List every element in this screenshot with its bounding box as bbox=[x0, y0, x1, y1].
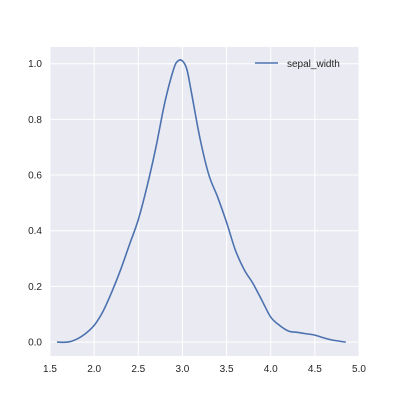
series-line-sepal-width bbox=[57, 59, 346, 344]
series-lines bbox=[57, 59, 346, 344]
tick-labels: 1.5 2.0 2.5 3.0 3.5 4.0 4.5 5.0 0.0 0.2 0.4 0.6 0.8 1… bbox=[28, 59, 366, 375]
x-tick-label: 2.5 bbox=[131, 364, 145, 375]
y-tick-label: 0.0 bbox=[28, 338, 42, 349]
y-tick-label: 0.4 bbox=[28, 226, 42, 237]
legend: sepal_width bbox=[255, 59, 340, 70]
x-tick-label: 3.5 bbox=[220, 364, 234, 375]
x-tick-label: 3.0 bbox=[175, 364, 189, 375]
y-tick-label: 0.8 bbox=[28, 115, 42, 126]
y-tick-label: 0.2 bbox=[28, 282, 42, 293]
y-tick-label: 1.0 bbox=[28, 59, 42, 70]
plot-area bbox=[50, 47, 359, 356]
legend-label-sepal-width: sepal_width bbox=[287, 59, 340, 70]
grid-lines bbox=[49, 47, 360, 356]
x-tick-label: 4.0 bbox=[264, 364, 278, 375]
y-tick-label: 0.6 bbox=[28, 171, 42, 182]
x-tick-label: 5.0 bbox=[352, 364, 366, 375]
x-tick-label: 2.0 bbox=[87, 364, 101, 375]
x-tick-label: 4.5 bbox=[308, 364, 322, 375]
x-tick-label: 1.5 bbox=[43, 364, 57, 375]
